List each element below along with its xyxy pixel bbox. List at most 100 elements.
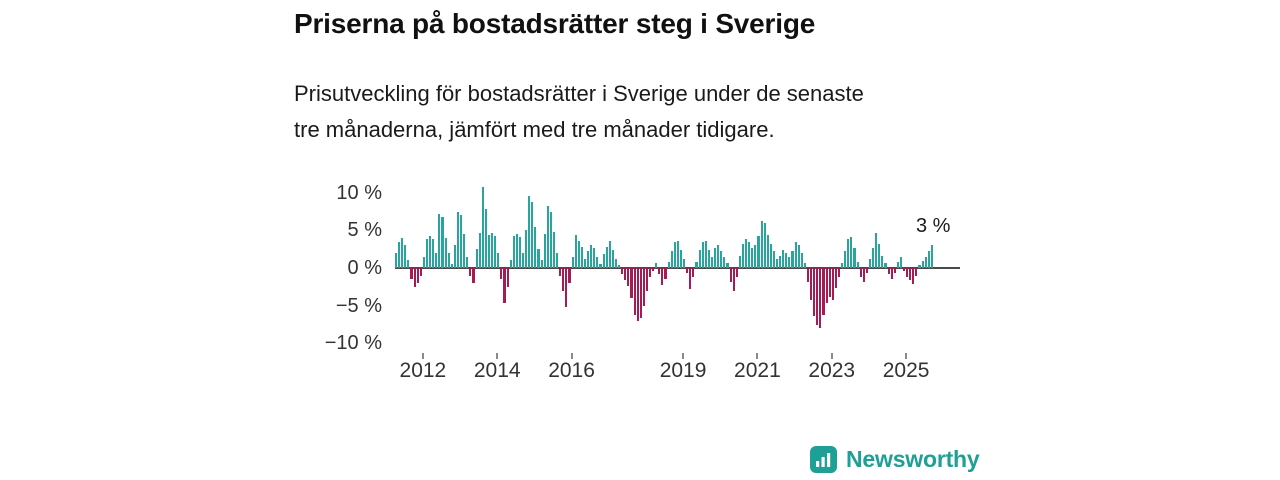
- bar-positive: [921, 261, 924, 268]
- x-axis-tick: [905, 353, 908, 359]
- bar-positive: [580, 246, 583, 268]
- x-axis-label: 2014: [473, 359, 521, 382]
- bar-positive: [407, 260, 410, 268]
- bar-positive: [868, 258, 872, 268]
- bar-negative: [652, 268, 655, 271]
- bar-positive: [683, 258, 686, 268]
- bar-positive: [447, 252, 450, 268]
- bar-positive: [491, 233, 494, 268]
- bar-positive: [438, 213, 441, 268]
- newsworthy-wordmark: Newsworthy: [846, 446, 980, 472]
- bar-positive: [872, 248, 875, 268]
- bar-positive: [590, 244, 593, 268]
- bar-positive: [676, 240, 679, 268]
- bar-negative: [413, 268, 416, 287]
- bar-positive: [720, 251, 723, 268]
- bar-positive: [453, 245, 456, 268]
- bar-negative: [633, 268, 636, 315]
- bar-negative: [732, 268, 735, 291]
- bar-positive: [723, 257, 726, 268]
- bar-positive: [456, 211, 460, 268]
- bar-positive: [788, 257, 791, 268]
- bar-positive: [487, 234, 491, 268]
- bar-positive: [540, 260, 543, 268]
- bar-positive: [429, 235, 432, 268]
- bar-positive: [422, 256, 425, 268]
- y-axis-label: 5 %: [347, 219, 382, 242]
- bar-positive: [596, 257, 599, 268]
- bar-positive: [655, 263, 658, 268]
- bar-positive: [395, 252, 398, 268]
- x-axis-label: 2019: [659, 359, 707, 382]
- bar-positive: [918, 264, 921, 268]
- bar-negative: [865, 268, 868, 273]
- bar-negative: [825, 268, 828, 303]
- bar-positive: [466, 256, 469, 268]
- bar-positive: [679, 249, 683, 268]
- bar-positive: [611, 249, 614, 268]
- bar-positive: [757, 236, 760, 268]
- bar-negative: [562, 268, 565, 291]
- bar-positive: [800, 252, 803, 268]
- bar-positive: [608, 240, 611, 268]
- bar-negative: [806, 268, 810, 282]
- bar-positive: [432, 238, 435, 268]
- bar-positive: [571, 256, 574, 268]
- bar-positive: [552, 231, 556, 268]
- bar-negative: [410, 268, 413, 280]
- bar-positive: [509, 260, 512, 268]
- bar-negative: [828, 268, 831, 297]
- bar-positive: [841, 263, 844, 268]
- y-axis-label: −10 %: [324, 332, 382, 355]
- bar-positive: [401, 237, 404, 268]
- bar-positive: [794, 242, 797, 268]
- x-axis-label: 2016: [548, 359, 595, 382]
- bar-negative: [906, 268, 909, 278]
- x-axis-label: 2012: [399, 359, 447, 382]
- bar-positive: [398, 241, 401, 268]
- bar-positive: [760, 220, 763, 268]
- bar-positive: [875, 233, 878, 268]
- x-axis-label: 2025: [882, 359, 930, 382]
- bar-positive: [441, 216, 444, 268]
- bar-positive: [785, 252, 788, 268]
- bar-positive: [546, 205, 549, 268]
- bar-positive: [707, 249, 710, 268]
- bar-positive: [574, 234, 577, 268]
- y-axis-label: 10 %: [336, 181, 382, 204]
- bar-positive: [583, 258, 587, 268]
- bar-positive: [896, 261, 899, 268]
- chart-subtitle-line2: tre månaderna, jämfört med tre månader t…: [294, 117, 775, 142]
- x-axis-tick: [682, 353, 685, 359]
- bar-negative: [639, 268, 642, 318]
- bar-negative: [893, 268, 896, 273]
- bar-negative: [621, 268, 624, 275]
- y-axis-label: −5 %: [335, 294, 382, 317]
- bar-positive: [772, 251, 775, 268]
- bar-negative: [636, 268, 639, 321]
- bar-positive: [525, 230, 528, 268]
- bar-positive: [754, 245, 757, 268]
- bar-positive: [698, 249, 701, 268]
- bar-negative: [568, 268, 571, 284]
- bar-positive: [726, 263, 729, 268]
- x-axis-label: 2023: [808, 359, 856, 382]
- bar-positive: [599, 264, 602, 268]
- bar-positive: [549, 212, 552, 268]
- bar-negative: [565, 268, 568, 308]
- bar-negative: [642, 268, 645, 306]
- chart-subtitle: Prisutveckling för bostadsrätter i Sveri…: [294, 76, 864, 148]
- x-axis-tick: [830, 353, 833, 359]
- bar-positive: [797, 245, 800, 268]
- bar-positive: [776, 258, 779, 268]
- bar-positive: [847, 239, 850, 268]
- bar-negative: [729, 268, 732, 282]
- bar-positive: [701, 242, 704, 268]
- bar-positive: [528, 195, 531, 268]
- bar-negative: [472, 268, 475, 284]
- zero-baseline: [395, 267, 960, 269]
- bar-positive: [884, 263, 887, 268]
- bar-positive: [850, 237, 853, 268]
- bar-negative: [909, 268, 912, 281]
- bar-negative: [903, 268, 906, 271]
